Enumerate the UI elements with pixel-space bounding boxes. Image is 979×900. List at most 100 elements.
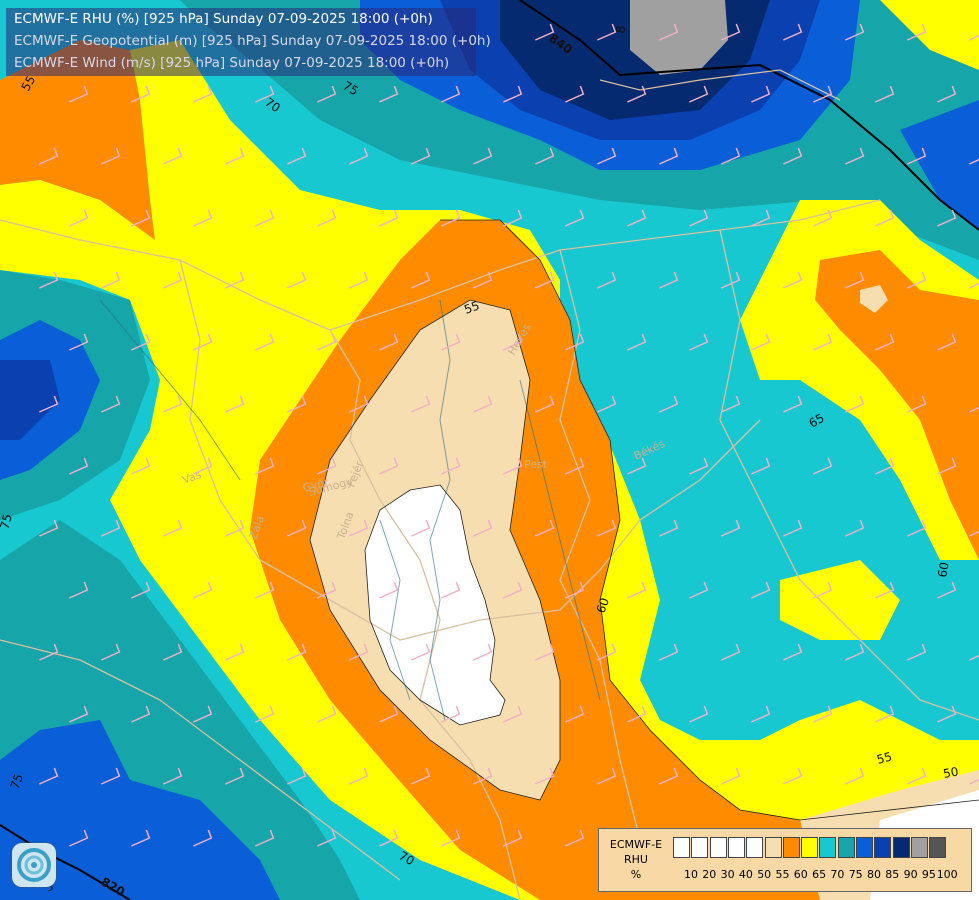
rhu-contour-lines bbox=[309, 219, 979, 821]
wind-barb bbox=[627, 581, 647, 599]
legend-tick-label: 50 bbox=[757, 868, 772, 881]
wind-barb bbox=[565, 581, 585, 599]
legend-tick-label: 55 bbox=[775, 868, 790, 881]
legend-swatch bbox=[837, 837, 855, 858]
wind-barb bbox=[783, 271, 803, 289]
wind-barb bbox=[287, 767, 307, 785]
legend-title-model: ECMWF-E bbox=[609, 838, 663, 851]
wind-barb bbox=[813, 209, 833, 227]
wind-barb bbox=[101, 395, 121, 413]
wind-barb bbox=[503, 581, 523, 599]
wind-barb bbox=[69, 209, 89, 227]
wind-barbs bbox=[39, 23, 979, 847]
wind-barb bbox=[69, 581, 89, 599]
rhu-title: ECMWF-E RHU (%) [925 hPa] Sunday 07-09-2… bbox=[14, 11, 433, 27]
wind-barb bbox=[597, 395, 617, 413]
wind-barb bbox=[379, 705, 399, 723]
wind-barb bbox=[503, 705, 523, 723]
wind-barb bbox=[689, 85, 709, 103]
wind-barb bbox=[255, 85, 275, 103]
wind-barb bbox=[163, 271, 183, 289]
wind-barb bbox=[225, 643, 245, 661]
wind-barb bbox=[441, 209, 461, 227]
rhu-legend: ECMWF-E RHU % 10 20 30 40 50 55 60 65 70 75 80 85 90… bbox=[598, 828, 972, 892]
wind-barb bbox=[783, 147, 803, 165]
wind-barb bbox=[101, 147, 121, 165]
wind-barb bbox=[907, 23, 927, 41]
wind-barb bbox=[317, 457, 337, 475]
wind-barb bbox=[721, 767, 741, 785]
wind-barb bbox=[783, 643, 803, 661]
wind-barb bbox=[193, 705, 213, 723]
rhu-tan-east-small bbox=[860, 285, 888, 313]
wind-barb bbox=[317, 829, 337, 847]
wind-barb bbox=[535, 519, 555, 537]
wind-barb bbox=[287, 519, 307, 537]
wind-barb bbox=[411, 767, 431, 785]
wind-barb bbox=[689, 333, 709, 351]
legend-swatch bbox=[874, 837, 892, 858]
wind-barb bbox=[597, 23, 617, 41]
wind-barb bbox=[503, 333, 523, 351]
legend-title-unit: % bbox=[630, 868, 642, 881]
wind-barb bbox=[441, 85, 461, 103]
wind-barb bbox=[845, 767, 865, 785]
contour-label: 55 bbox=[462, 298, 481, 316]
contour-label: 60 bbox=[935, 561, 951, 578]
contour-label: 65 bbox=[807, 411, 827, 431]
wind-barb bbox=[441, 581, 461, 599]
contour-label: 70 bbox=[397, 848, 417, 868]
legend-swatch bbox=[673, 837, 690, 858]
region-label: Pest bbox=[524, 458, 548, 471]
wind-barb bbox=[411, 271, 431, 289]
rhu-blue-southwest bbox=[0, 720, 280, 900]
wind-barb bbox=[379, 333, 399, 351]
legend-swatch bbox=[782, 837, 800, 858]
rhu-deepblue-west bbox=[0, 360, 60, 440]
wind-barb bbox=[907, 519, 927, 537]
wind-barb bbox=[441, 705, 461, 723]
wind-barb bbox=[193, 85, 213, 103]
wind-barb bbox=[131, 829, 151, 847]
wind-barb bbox=[751, 85, 771, 103]
wind-barb bbox=[317, 209, 337, 227]
wind-barb bbox=[875, 581, 895, 599]
wind-barb bbox=[689, 209, 709, 227]
wind-barb bbox=[751, 457, 771, 475]
wind-barb bbox=[969, 778, 979, 785]
map-title-panel: ECMWF-E RHU (%) [925 hPa] Sunday 07-09-2… bbox=[6, 8, 491, 76]
wind-barb bbox=[39, 271, 59, 289]
rhu-blue-northeast bbox=[900, 100, 979, 230]
wind-barb bbox=[101, 271, 121, 289]
contour-label: 55 bbox=[875, 749, 893, 766]
wind-barb bbox=[937, 333, 957, 351]
wind-barb bbox=[565, 705, 585, 723]
legend-tick-label: 65 bbox=[812, 868, 827, 881]
wind-barb bbox=[875, 85, 895, 103]
wind-barb bbox=[937, 705, 957, 723]
wind-barb bbox=[441, 457, 461, 475]
legend-tick-label: 20 bbox=[702, 868, 717, 881]
legend-swatch bbox=[856, 837, 873, 858]
wind-barb bbox=[411, 519, 431, 537]
legend-tick-label: 40 bbox=[738, 868, 753, 881]
legend-swatch bbox=[892, 837, 910, 858]
wind-barb bbox=[379, 829, 399, 847]
wind-barb bbox=[131, 333, 151, 351]
wind-barb bbox=[193, 209, 213, 227]
legend-swatch bbox=[819, 837, 837, 858]
contour-label: 60 bbox=[594, 596, 612, 615]
wind-barb bbox=[783, 395, 803, 413]
wind-barb bbox=[193, 457, 213, 475]
wind-barb bbox=[473, 643, 493, 661]
wind-barb bbox=[659, 767, 679, 785]
wind-barb bbox=[597, 767, 617, 785]
wind-barb bbox=[69, 829, 89, 847]
wind-barb bbox=[659, 271, 679, 289]
wind-barb bbox=[969, 654, 979, 661]
legend-tick-label: 70 bbox=[830, 868, 845, 881]
rhu-yellow-northeast bbox=[880, 0, 979, 70]
wind-barb bbox=[907, 767, 927, 785]
wind-barb bbox=[349, 147, 369, 165]
wind-barb bbox=[163, 767, 183, 785]
